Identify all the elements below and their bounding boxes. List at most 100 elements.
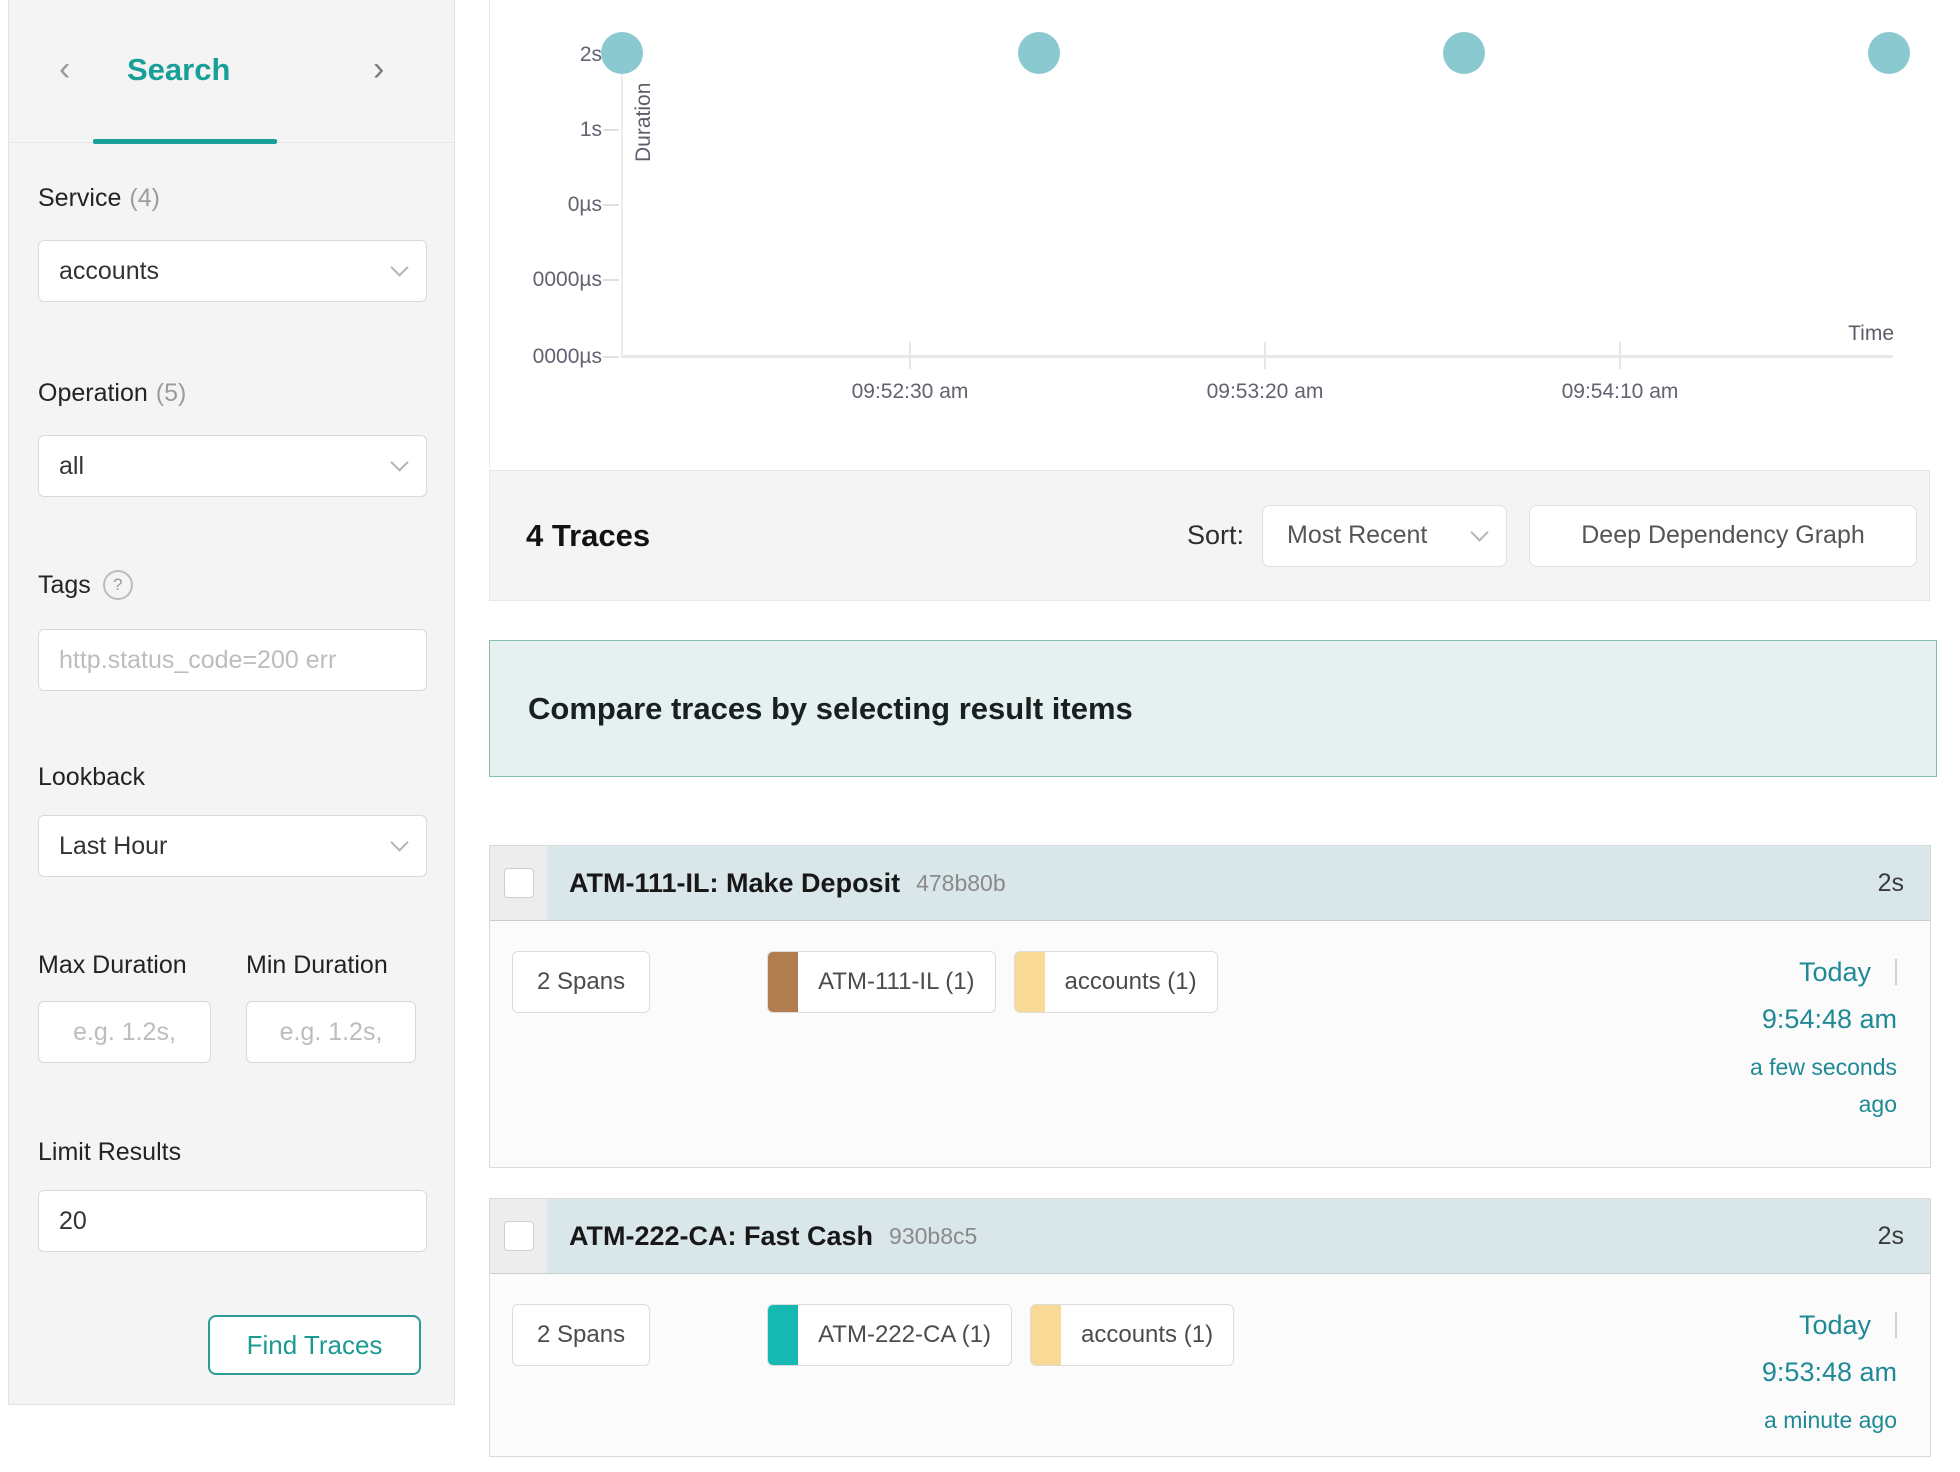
span-count-chip: 2 Spans (512, 951, 651, 1013)
max-duration-input[interactable] (38, 1001, 211, 1063)
trace-date-link[interactable]: Today (1745, 957, 1897, 988)
y-axis-tick-label: 0000µs (532, 268, 602, 291)
results-controls: Sort: Most Recent Deep Dependency Graph (1186, 504, 1929, 567)
trace-count: 4 Traces (526, 517, 651, 553)
trace-header-main[interactable]: ATM-222-CA: Fast Cash 930b8c5 2s (547, 1199, 1930, 1273)
span-count-label: 2 Spans (537, 1321, 626, 1348)
lookback-label-text: Lookback (38, 763, 146, 791)
trace-header-link[interactable]: ATM-222-CA: Fast Cash 930b8c5 2s (490, 1199, 1930, 1274)
y-axis-tick-label: 0000µs (532, 345, 602, 368)
trace-select-checkbox[interactable] (503, 868, 534, 898)
tags-label-text: Tags (38, 570, 91, 599)
trace-result-card: ATM-222-CA: Fast Cash 930b8c5 2s 2 Spans… (489, 1198, 1931, 1457)
lookback-label: Lookback (38, 763, 145, 792)
trace-duration: 2s (1877, 868, 1904, 897)
tab-search[interactable]: Search (127, 52, 231, 87)
service-chip: accounts (1) (1030, 1304, 1235, 1366)
max-duration-label-text: Max Duration (38, 951, 187, 979)
trace-select-checkbox[interactable] (503, 1221, 534, 1251)
trace-relative-time-link[interactable]: a few seconds ago (1749, 1054, 1897, 1117)
trace-result-card: ATM-111-IL: Make Deposit 478b80b 2s 2 Sp… (489, 845, 1931, 1168)
y-axis-tick (603, 279, 619, 281)
service-label-text: Service (38, 184, 122, 212)
scatter-chart: Duration Time 2s 1s 0µs 0000µs 0000µs 09:52:3… (489, 0, 1930, 467)
service-chip: ATM-222-CA (1) (767, 1304, 1012, 1366)
service-chip: accounts (1) (1013, 951, 1218, 1013)
x-axis-tick (1619, 342, 1621, 369)
checkbox-cell (490, 1199, 547, 1273)
trace-dot[interactable] (1443, 32, 1485, 74)
limit-results-label-text: Limit Results (38, 1138, 182, 1166)
trace-timestamp-link[interactable]: 9:54:48 am (1761, 1004, 1897, 1034)
service-chip-label: ATM-111-IL (1) (818, 968, 975, 995)
x-axis-tick (1264, 342, 1266, 369)
trace-dot[interactable] (1018, 32, 1060, 74)
trace-date-link[interactable]: Today (1745, 1310, 1897, 1341)
tags-input[interactable] (38, 629, 427, 691)
trace-time-info: Today 9:53:48 am a minute ago (1745, 1310, 1897, 1439)
x-axis-title: Time (1848, 322, 1894, 345)
sort-select[interactable]: Most Recent (1262, 504, 1507, 567)
service-color-block (1031, 1305, 1061, 1365)
trace-card-body: 2 Spans ATM-222-CA (1) accounts (1) Toda… (490, 1274, 1930, 1456)
trace-id: 478b80b (916, 869, 1006, 896)
trace-timestamp-link[interactable]: 9:53:48 am (1761, 1357, 1897, 1387)
x-axis-tick (909, 342, 911, 369)
operation-count: (5) (155, 379, 187, 407)
trace-relative-time-link[interactable]: a minute ago (1764, 1407, 1897, 1433)
y-axis-tick (603, 356, 619, 358)
operation-select[interactable]: all (38, 435, 427, 497)
service-color-block (1014, 952, 1045, 1012)
active-tab-underline (93, 139, 277, 144)
chevron-down-icon (390, 453, 409, 472)
sort-select-value: Most Recent (1287, 521, 1428, 549)
service-label: Service (4) (38, 184, 160, 213)
compare-banner: Compare traces by selecting result items (489, 640, 1937, 777)
min-duration-label: Min Duration (246, 951, 388, 980)
sort-label: Sort: (1186, 520, 1244, 550)
x-axis-line (621, 355, 1893, 358)
compare-banner-text: Compare traces by selecting result items (528, 690, 1133, 726)
chevron-down-icon (1470, 522, 1489, 542)
help-icon[interactable]: ? (102, 570, 133, 600)
trace-chips: 2 Spans ATM-222-CA (1) accounts (1) (512, 1304, 1235, 1366)
chevron-down-icon (390, 258, 409, 277)
search-sidebar: ‹ Search › Service (4) accounts Operatio… (8, 0, 455, 1405)
trace-header-link[interactable]: ATM-111-IL: Make Deposit 478b80b 2s (490, 846, 1930, 921)
lookback-select[interactable]: Last Hour (38, 815, 427, 877)
trace-dot[interactable] (601, 32, 643, 74)
service-select[interactable]: accounts (38, 240, 427, 302)
service-chip-label: accounts (1) (1064, 968, 1197, 995)
trace-chips: 2 Spans ATM-111-IL (1) accounts (1) (512, 951, 1218, 1013)
find-traces-button[interactable]: Find Traces (208, 1315, 421, 1375)
x-axis-tick-label: 09:53:20 am (1206, 380, 1324, 403)
min-duration-label-text: Min Duration (246, 951, 388, 979)
prev-chevron-icon[interactable]: ‹ (59, 50, 71, 88)
service-select-value: accounts (59, 256, 160, 285)
checkbox-cell (490, 846, 547, 920)
trace-dot[interactable] (1868, 32, 1910, 74)
operation-label: Operation (5) (38, 379, 186, 408)
next-chevron-icon[interactable]: › (373, 50, 385, 88)
service-color-block (768, 1305, 799, 1365)
min-duration-input[interactable] (246, 1001, 416, 1063)
trace-time-info: Today 9:54:48 am a few seconds ago (1745, 957, 1897, 1123)
service-color-block (768, 952, 799, 1012)
x-axis-tick-label: 09:54:10 am (1561, 380, 1679, 403)
trace-title: ATM-222-CA: Fast Cash (569, 1220, 874, 1251)
x-axis-tick-label: 09:52:30 am (851, 380, 969, 403)
tags-label: Tags ? (38, 570, 133, 600)
trace-card-body: 2 Spans ATM-111-IL (1) accounts (1) Toda… (490, 921, 1930, 1167)
trace-header-main[interactable]: ATM-111-IL: Make Deposit 478b80b 2s (547, 846, 1930, 920)
operation-select-value: all (59, 451, 85, 480)
chevron-down-icon (390, 833, 409, 852)
trace-id: 930b8c5 (889, 1222, 978, 1249)
deep-dependency-graph-button[interactable]: Deep Dependency Graph (1529, 504, 1917, 567)
y-axis-tick (603, 129, 619, 131)
operation-label-text: Operation (38, 379, 148, 407)
y-axis-tick (603, 204, 619, 206)
date-divider (1895, 1312, 1897, 1338)
lookback-select-value: Last Hour (59, 831, 168, 860)
limit-results-input[interactable] (38, 1190, 427, 1252)
